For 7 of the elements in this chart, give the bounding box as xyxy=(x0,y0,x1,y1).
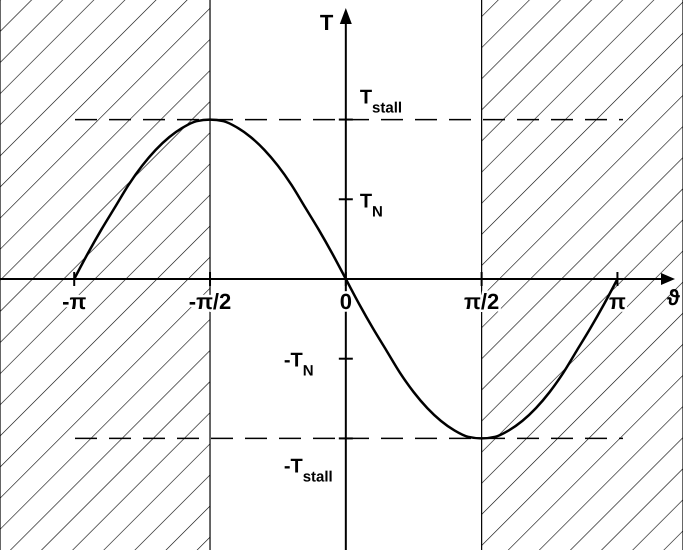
x-axis-title: ϑ xyxy=(667,284,680,310)
annotation: T$_{N}$ xyxy=(360,190,383,220)
annotation: -T$_{stall}$ xyxy=(284,455,333,485)
y-axis-title: T xyxy=(320,10,334,35)
annotation: T$_{stall}$ xyxy=(360,86,402,116)
x-tick-label: π xyxy=(609,288,626,314)
annotation: -T$_{N}$ xyxy=(284,350,314,380)
